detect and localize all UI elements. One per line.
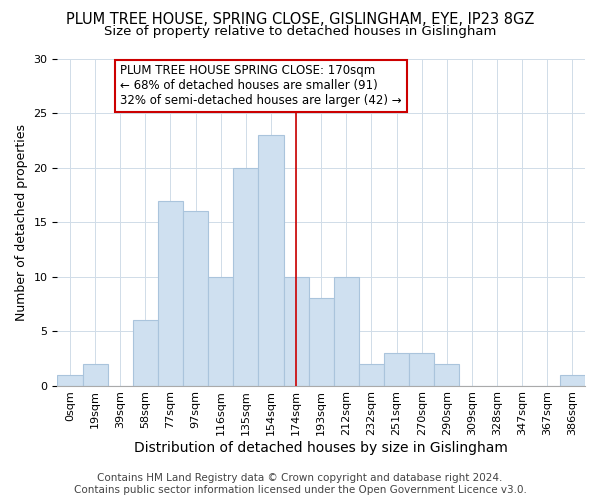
Bar xyxy=(183,212,208,386)
Bar xyxy=(308,298,334,386)
Bar xyxy=(133,320,158,386)
Bar xyxy=(434,364,460,386)
Bar xyxy=(284,276,308,386)
Text: Contains HM Land Registry data © Crown copyright and database right 2024.
Contai: Contains HM Land Registry data © Crown c… xyxy=(74,474,526,495)
Bar xyxy=(409,353,434,386)
Bar xyxy=(560,374,585,386)
Text: PLUM TREE HOUSE, SPRING CLOSE, GISLINGHAM, EYE, IP23 8GZ: PLUM TREE HOUSE, SPRING CLOSE, GISLINGHA… xyxy=(66,12,534,28)
Bar xyxy=(384,353,409,386)
Y-axis label: Number of detached properties: Number of detached properties xyxy=(15,124,28,321)
X-axis label: Distribution of detached houses by size in Gislingham: Distribution of detached houses by size … xyxy=(134,441,508,455)
Bar xyxy=(334,276,359,386)
Bar xyxy=(259,135,284,386)
Bar xyxy=(359,364,384,386)
Bar xyxy=(58,374,83,386)
Bar xyxy=(83,364,107,386)
Bar xyxy=(158,200,183,386)
Bar xyxy=(208,276,233,386)
Text: PLUM TREE HOUSE SPRING CLOSE: 170sqm
← 68% of detached houses are smaller (91)
3: PLUM TREE HOUSE SPRING CLOSE: 170sqm ← 6… xyxy=(120,64,402,108)
Bar xyxy=(233,168,259,386)
Text: Size of property relative to detached houses in Gislingham: Size of property relative to detached ho… xyxy=(104,25,496,38)
